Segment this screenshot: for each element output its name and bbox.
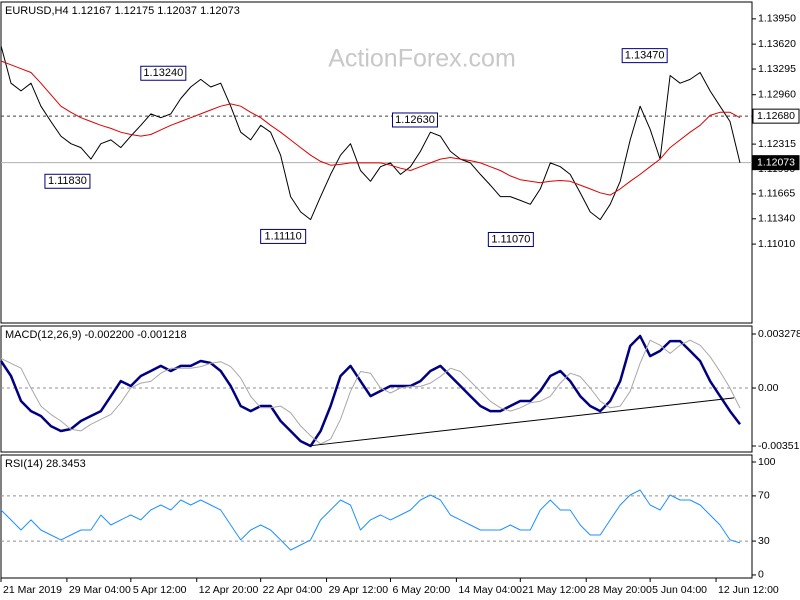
panel-title: MACD(12,26,9) -0.002200 -0.001218 bbox=[5, 329, 187, 341]
price-annotation-box bbox=[140, 65, 187, 81]
x-tick-label: 29 Mar 04:00 bbox=[69, 584, 131, 596]
y-tick-label: 100 bbox=[758, 456, 776, 468]
price-annotation: 1.11110 bbox=[264, 230, 301, 242]
x-tick-label: 28 May 20:00 bbox=[588, 584, 652, 596]
level-box bbox=[752, 108, 800, 124]
y-tick-label: 1.13620 bbox=[758, 38, 796, 50]
x-tick-label: 21 Mar 2019 bbox=[3, 584, 62, 596]
x-tick-label: 5 Apr 12:00 bbox=[133, 584, 187, 596]
y-tick-label: 1.11340 bbox=[758, 213, 795, 225]
y-tick-label: 1.13295 bbox=[758, 63, 796, 75]
y-tick-label: 30 bbox=[758, 535, 770, 547]
y-tick-label: 0 bbox=[758, 569, 764, 581]
x-tick-label: 14 May 04:00 bbox=[458, 584, 522, 596]
panel-frame bbox=[0, 325, 753, 453]
level-label: 1.12073 bbox=[757, 156, 795, 168]
price-annotation: 1.13240 bbox=[143, 67, 183, 79]
level-label: 1.12680 bbox=[757, 110, 795, 122]
series-line bbox=[0, 60, 741, 196]
series-line bbox=[0, 489, 741, 551]
series-line bbox=[0, 339, 741, 445]
x-tick-label: 12 Jun 12:00 bbox=[718, 584, 779, 596]
price-annotation: 1.12630 bbox=[395, 114, 435, 126]
level-box bbox=[752, 155, 800, 171]
trend-line bbox=[310, 397, 735, 447]
price-annotation-box bbox=[260, 228, 307, 244]
price-annotation-box bbox=[391, 112, 438, 128]
panel-title: RSI(14) 28.3453 bbox=[5, 458, 86, 470]
watermark: ActionForex.com bbox=[328, 45, 516, 73]
x-tick-label: 29 Apr 12:00 bbox=[329, 584, 389, 596]
y-tick-label: 70 bbox=[758, 490, 770, 502]
panel-frame bbox=[0, 454, 753, 579]
y-tick-label: 0.003278 bbox=[758, 328, 800, 340]
price-annotation-box bbox=[621, 48, 668, 64]
y-tick-label: 1.13950 bbox=[758, 13, 796, 25]
price-annotation: 1.11830 bbox=[48, 175, 87, 187]
y-tick-label: 1.12960 bbox=[758, 88, 796, 100]
y-tick-label: -0.003519 bbox=[758, 440, 800, 452]
x-tick-label: 5 Jun 04:00 bbox=[652, 584, 707, 596]
price-annotation: 1.11070 bbox=[491, 233, 530, 245]
y-tick-label: 1.11010 bbox=[758, 238, 795, 250]
x-tick-label: 22 Apr 04:00 bbox=[263, 584, 323, 596]
series-line bbox=[0, 45, 741, 221]
panel-title: EURUSD,H4 1.12167 1.12175 1.12037 1.1207… bbox=[5, 5, 240, 17]
x-tick-label: 21 May 12:00 bbox=[522, 584, 586, 596]
price-annotation-box bbox=[44, 173, 91, 189]
y-tick-label: 1.12315 bbox=[758, 138, 796, 150]
y-tick-label: 1.11665 bbox=[758, 188, 795, 200]
price-annotation-box bbox=[487, 231, 534, 247]
y-tick-label: 0.00 bbox=[758, 382, 779, 394]
x-tick-label: 6 May 20:00 bbox=[392, 584, 450, 596]
series-line bbox=[0, 334, 741, 448]
price-annotation: 1.13470 bbox=[625, 50, 665, 62]
x-tick-label: 12 Apr 20:00 bbox=[199, 584, 259, 596]
